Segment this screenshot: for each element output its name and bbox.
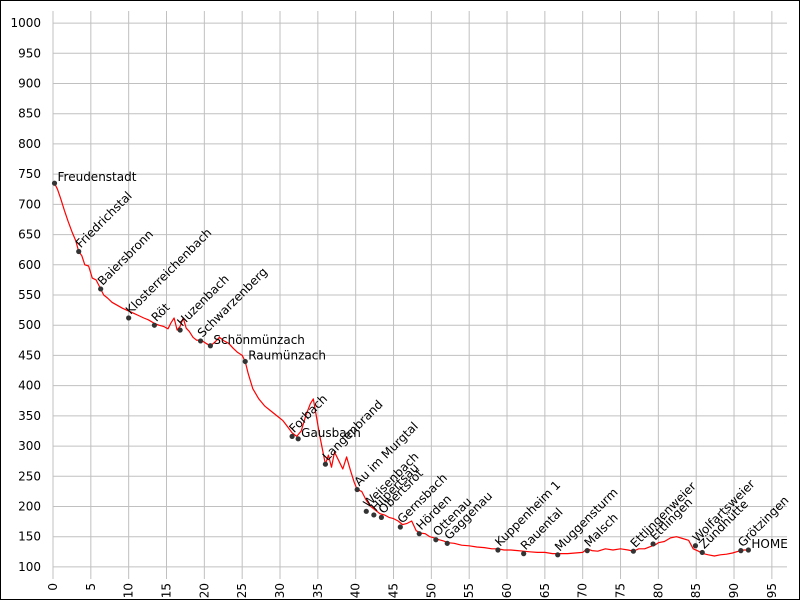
x-tick-label: 90	[727, 583, 741, 598]
place-marker	[289, 433, 295, 439]
y-tick-label: 150	[18, 530, 41, 544]
place-marker	[738, 548, 744, 554]
place-label: Raumünzach	[248, 348, 326, 362]
x-tick-label: 65	[538, 583, 552, 598]
place-label: Friedrichstal	[73, 189, 135, 251]
place-marker	[745, 547, 752, 553]
place-marker	[295, 436, 301, 442]
x-tick-label: 20	[197, 583, 211, 598]
x-tick-label: 15	[160, 583, 174, 598]
elevation-line-group	[53, 182, 750, 557]
place-marker	[650, 541, 656, 547]
place-label: Baiersbronn	[95, 227, 156, 288]
x-tick-label: 10	[122, 583, 136, 598]
place-marker	[177, 327, 183, 333]
place-marker	[378, 514, 385, 520]
place-marker	[521, 551, 527, 557]
y-tick-label: 750	[18, 167, 41, 181]
place-marker	[397, 524, 403, 530]
x-tick-label: 70	[576, 583, 590, 598]
x-tick-label: 80	[651, 583, 665, 598]
x-tick-label: 45	[387, 583, 401, 598]
y-tick-label: 300	[18, 439, 41, 453]
x-axis-tick-labels: 0 5 10 15 20 25 30 35 40 45 50 55 60 65 70 75 80 85 90 95	[46, 583, 779, 598]
x-tick-label: 85	[689, 583, 703, 598]
y-tick-label: 850	[18, 107, 41, 121]
y-tick-label: 650	[18, 228, 41, 242]
place-marker	[444, 540, 450, 546]
y-tick-label: 400	[18, 379, 41, 393]
place-label: Gausbach	[301, 426, 361, 440]
x-tick-label: 25	[235, 583, 249, 598]
y-tick-label: 450	[18, 348, 41, 362]
place-label: Röt	[149, 300, 173, 324]
place-marker	[630, 548, 636, 554]
place-marker	[692, 543, 699, 549]
y-tick-label: 800	[18, 137, 41, 151]
y-tick-label: 350	[18, 409, 41, 423]
y-tick-label: 200	[18, 499, 41, 513]
y-tick-label: 950	[18, 46, 41, 60]
place-label: Freudenstadt	[58, 170, 137, 184]
elevation-line	[53, 182, 750, 557]
place-marker	[51, 180, 58, 186]
place-marker	[354, 486, 360, 493]
x-tick-label: 50	[424, 583, 438, 598]
place-markers	[51, 180, 752, 558]
x-tick-label: 30	[273, 583, 287, 598]
x-tick-label: 60	[500, 583, 514, 598]
place-marker	[371, 512, 377, 518]
y-tick-label: 600	[18, 258, 41, 272]
place-label: HOME	[751, 537, 787, 551]
place-marker	[76, 248, 82, 255]
place-marker	[416, 531, 422, 537]
x-tick-label: 35	[311, 583, 325, 598]
x-tick-label: 40	[349, 583, 363, 598]
place-marker	[433, 537, 439, 543]
place-labels: FreudenstadtFriedrichstalBaiersbronnKlos…	[58, 170, 792, 554]
y-tick-label: 100	[18, 560, 41, 574]
place-marker	[242, 358, 248, 365]
place-marker	[495, 547, 501, 553]
place-marker	[126, 315, 132, 321]
place-label: Schönmünzach	[213, 333, 305, 347]
place-marker	[197, 338, 204, 344]
gridlines	[52, 11, 787, 579]
place-marker	[699, 549, 705, 556]
y-tick-label: 700	[18, 197, 41, 211]
place-marker	[555, 552, 561, 558]
place-marker	[151, 322, 157, 328]
y-tick-label: 250	[18, 469, 41, 483]
x-tick-label: 95	[765, 583, 779, 598]
y-tick-label: 550	[18, 288, 41, 302]
place-marker	[584, 548, 590, 554]
x-tick-label: 5	[84, 583, 98, 591]
y-axis-tick-labels: 100 150 200 250 300 350 400 450 500 550 600 650 700 7…	[10, 16, 41, 574]
x-tick-label: 0	[46, 583, 60, 591]
y-tick-label: 1000	[10, 16, 41, 30]
x-tick-label: 75	[614, 583, 628, 598]
place-marker	[98, 286, 104, 292]
x-tick-label: 55	[462, 583, 476, 598]
place-marker	[322, 461, 329, 467]
place-marker	[363, 508, 369, 514]
y-tick-label: 500	[18, 318, 41, 332]
place-marker	[207, 343, 213, 349]
y-tick-label: 900	[18, 77, 41, 91]
